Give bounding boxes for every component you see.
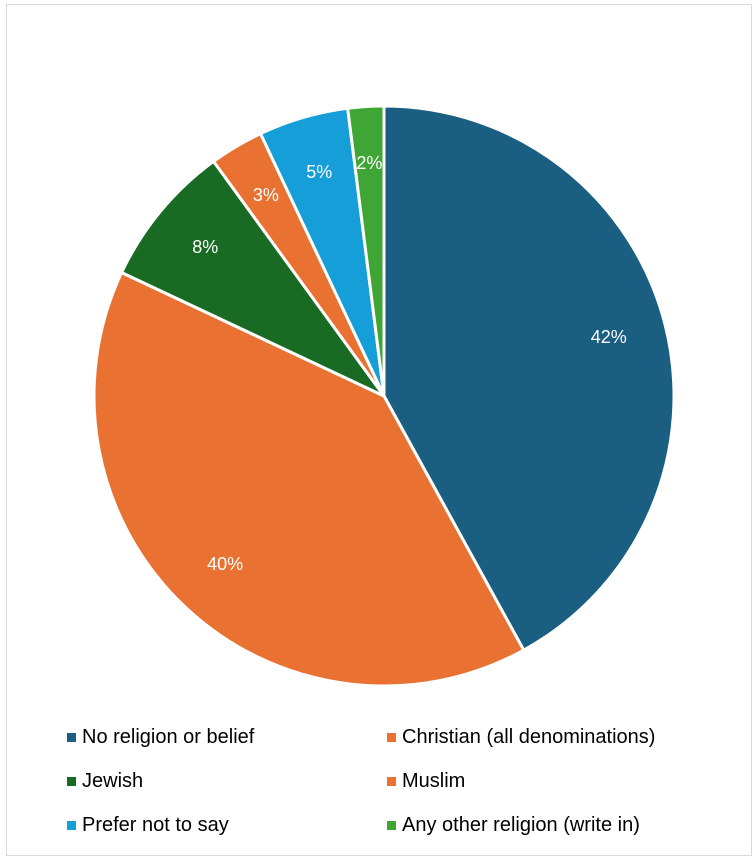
legend-item-prefer-not-to-say: Prefer not to say xyxy=(67,813,387,837)
data-label-no-religion: 42% xyxy=(591,327,627,347)
legend-label: Any other religion (write in) xyxy=(402,813,640,836)
pie-slice-other-religion xyxy=(345,104,386,397)
legend-swatch xyxy=(387,820,396,830)
legend-swatch xyxy=(67,776,76,786)
legend-item-jewish: Jewish xyxy=(67,769,387,793)
legend-label: Muslim xyxy=(402,769,466,792)
pie-slice-christian xyxy=(92,270,526,688)
legend-swatch xyxy=(387,776,396,786)
chart-frame: 42% 40% 8% 3% 5% 2% No religion or belief Chr… xyxy=(6,4,752,856)
legend-swatch xyxy=(67,820,76,830)
data-label-other-religion: 2% xyxy=(356,153,382,173)
legend-swatch xyxy=(387,732,396,742)
legend-item-no-religion: No religion or belief xyxy=(67,725,387,749)
legend-item-christian: Christian (all denominations) xyxy=(387,725,727,749)
legend-label: Prefer not to say xyxy=(82,813,229,836)
pie-slice-no-religion xyxy=(382,104,676,653)
legend-label: Jewish xyxy=(82,769,144,792)
legend-label: Christian (all denominations) xyxy=(402,725,656,748)
legend-swatch xyxy=(67,732,76,742)
legend-item-other-religion: Any other religion (write in) xyxy=(387,813,727,837)
data-label-muslim: 3% xyxy=(253,185,279,205)
data-label-prefer-not-to-say: 5% xyxy=(306,162,332,182)
pie-chart: 42% 40% 8% 3% 5% 2% xyxy=(92,104,676,688)
chart-legend: No religion or belief Christian (all den… xyxy=(67,725,747,837)
legend-item-muslim: Muslim xyxy=(387,769,727,793)
data-label-jewish: 8% xyxy=(192,237,218,257)
legend-label: No religion or belief xyxy=(82,725,255,748)
data-label-christian: 40% xyxy=(207,554,243,574)
pie-slice-jewish xyxy=(119,159,386,398)
